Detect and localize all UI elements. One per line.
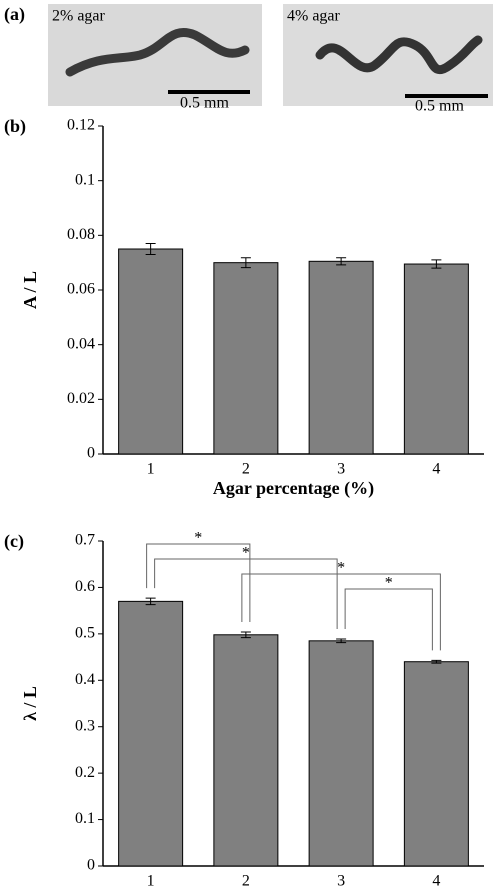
error-bar (431, 259, 442, 269)
photo-caption: 2% agar (52, 8, 106, 25)
significance-label: * (194, 530, 202, 547)
bar (213, 262, 279, 455)
y-tick-label: 0.3 (75, 717, 95, 734)
error-bar (336, 638, 347, 644)
scale-label: 0.5 mm (180, 95, 229, 112)
error-bar (240, 257, 251, 269)
significance-bracket (344, 588, 433, 651)
significance-bracket (154, 558, 338, 629)
worm (315, 35, 483, 75)
panel-label: (a) (4, 4, 25, 25)
panel-label: (b) (4, 116, 26, 137)
bar (308, 260, 374, 455)
bar (308, 640, 374, 867)
y-tick-label: 0 (87, 445, 95, 462)
y-tick-label: 0.2 (75, 764, 95, 781)
y-tick-label: 0 (87, 857, 95, 874)
bar (403, 661, 469, 867)
y-tick-label: 0.02 (67, 390, 95, 407)
error-bar (431, 659, 442, 664)
y-tick-label: 0.4 (75, 671, 95, 688)
y-tick-label: 0.1 (75, 810, 95, 827)
bar (213, 634, 279, 867)
error-bar (240, 631, 251, 639)
bar (403, 263, 469, 455)
x-tick-label: 1 (147, 873, 155, 890)
error-bar (145, 243, 156, 255)
photo: 2% agar 0.5 mm (48, 4, 262, 112)
y-tick-label: 0.06 (67, 281, 95, 298)
x-axis-label: Agar percentage (%) (213, 478, 374, 499)
significance-label: * (385, 575, 393, 592)
bar (118, 248, 184, 455)
y-tick-label: 0.7 (75, 532, 95, 549)
x-axis-label: Agar percentage (%) (213, 890, 374, 893)
scale-label: 0.5 mm (415, 98, 464, 115)
worm (65, 28, 250, 77)
y-axis-label: A / L (20, 271, 40, 309)
y-tick-label: 0.5 (75, 625, 95, 642)
significance-label: * (242, 545, 250, 562)
x-tick-label: 1 (147, 461, 155, 478)
x-tick-label: 2 (242, 461, 250, 478)
significance-label: * (337, 560, 345, 577)
y-tick-label: 0.6 (75, 578, 95, 595)
panel-label: (c) (4, 531, 24, 552)
y-tick-label: 0.08 (67, 226, 95, 243)
significance-bracket (146, 543, 251, 622)
y-tick-label: 0.04 (67, 335, 95, 352)
x-tick-label: 3 (337, 873, 345, 890)
error-bar (336, 257, 347, 266)
x-tick-label: 4 (432, 461, 440, 478)
y-tick-label: 0.1 (75, 171, 95, 188)
photo: 4% agar 0.5 mm (283, 4, 493, 115)
bar (118, 600, 184, 867)
y-tick-label: 0.12 (67, 117, 95, 134)
x-tick-label: 2 (242, 873, 250, 890)
x-tick-label: 3 (337, 461, 345, 478)
error-bar (145, 597, 156, 606)
x-tick-label: 4 (432, 873, 440, 890)
y-axis-label: λ / L (20, 686, 40, 721)
photo-caption: 4% agar (287, 8, 341, 25)
significance-bracket (241, 573, 441, 651)
